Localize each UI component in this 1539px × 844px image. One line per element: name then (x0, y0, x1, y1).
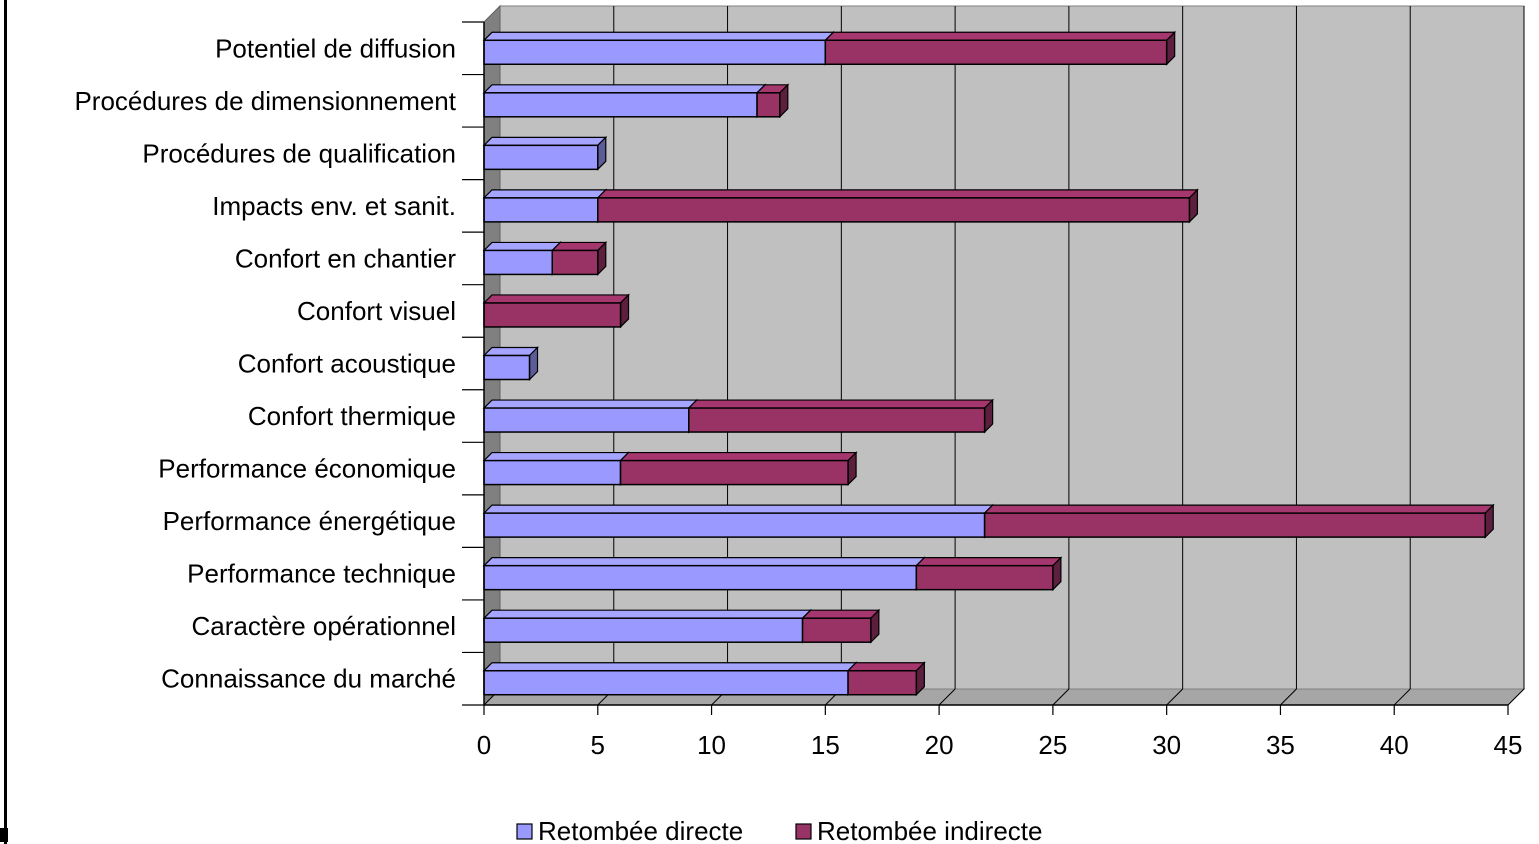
bar-retombee-indirecte (801, 617, 872, 643)
bar-retombee-indirecte (483, 302, 622, 328)
floor-gridline (938, 688, 956, 706)
category-label: Confort thermique (248, 401, 456, 431)
bar-retombee-indirecte (688, 407, 986, 433)
bar-retombee-indirecte (915, 564, 1054, 591)
axes: 0 5 10 15 20 25 30 35 40 45 Potentiel de diffusion… (74, 21, 1523, 760)
bar-top-face (823, 31, 1177, 41)
bar-top-face (482, 504, 995, 514)
bar-retombee-indirecte (619, 459, 849, 486)
bar-top-face (482, 609, 813, 619)
category-label: Performance énergétique (163, 506, 456, 536)
floor-gridline (1393, 688, 1411, 706)
category-label: Confort acoustique (238, 349, 456, 379)
bar-retombee-directe (483, 197, 599, 223)
x-tick-label: 40 (1380, 730, 1409, 760)
left-border-line (4, 0, 7, 844)
bar-retombee-directe (483, 617, 804, 643)
bar-retombee-directe (483, 512, 986, 538)
floor-gridline (1052, 688, 1070, 706)
bar-top-face (846, 662, 926, 672)
category-label: Impacts env. et sanit. (212, 191, 456, 221)
bar-top-face (550, 241, 608, 252)
bar-top-face (482, 662, 858, 672)
x-tick-label: 5 (591, 730, 605, 760)
x-tick-label: 20 (925, 730, 954, 760)
bar-top-face (983, 504, 1495, 514)
x-tick-label: 30 (1152, 730, 1181, 760)
x-tick-label: 45 (1494, 730, 1523, 760)
bar-top-face (482, 399, 699, 409)
bar-retombee-indirecte (597, 197, 1191, 223)
bars (482, 30, 1495, 697)
bar-retombee-indirecte (847, 669, 918, 696)
x-tick-label: 15 (811, 730, 840, 760)
legend-label: Retombée directe (538, 816, 743, 844)
bar-top-face (482, 84, 767, 94)
bar-retombee-directe (483, 249, 554, 276)
x-tick-label: 10 (697, 730, 726, 760)
category-label: Caractère opérationnel (192, 611, 457, 641)
x-tick-label: 35 (1266, 730, 1295, 760)
x-tick-label: 0 (477, 730, 491, 760)
bar-top-face (482, 189, 608, 199)
bar-top-face (914, 557, 1063, 567)
category-label: Procédures de dimensionnement (74, 86, 456, 116)
bar-retombee-directe (483, 144, 599, 171)
bar-top-face (482, 346, 539, 357)
bar-retombee-indirecte (551, 249, 599, 276)
category-label: Potentiel de diffusion (215, 33, 456, 63)
bar-retombee-directe (483, 407, 690, 433)
bar-top-face (482, 241, 562, 252)
bar-retombee-indirecte (824, 39, 1168, 66)
bar-top-face (482, 136, 608, 146)
bar-top-face (619, 451, 858, 462)
category-label: Performance économique (158, 454, 456, 484)
bar-retombee-directe (483, 92, 758, 118)
bar-retombee-directe (483, 354, 531, 381)
legend: Retombée directe Retombée indirecte (516, 816, 1042, 844)
bar-top-face (801, 609, 881, 619)
category-label: Confort visuel (297, 296, 456, 326)
legend-swatch (795, 823, 812, 840)
bar-top-face (482, 31, 835, 41)
bar-retombee-indirecte (983, 512, 1486, 538)
bar-top-face (482, 294, 630, 304)
bar-retombee-directe (483, 459, 622, 486)
category-label: Confort en chantier (235, 243, 456, 273)
legend-label: Retombée indirecte (817, 816, 1042, 844)
bar-top-face (482, 451, 630, 462)
legend-swatch (516, 823, 533, 840)
floor-gridline (1280, 688, 1297, 706)
bar-retombee-indirecte (756, 92, 781, 118)
bar-retombee-directe (483, 564, 918, 591)
floor-gridline (1166, 688, 1184, 706)
bar-top-face (482, 557, 926, 567)
x-tick-label: 25 (1038, 730, 1067, 760)
bar-top-face (687, 399, 995, 409)
category-label: Procédures de qualification (142, 138, 456, 168)
category-label: Connaissance du marché (161, 664, 456, 694)
bar-retombee-directe (483, 669, 849, 696)
floor-gridline (1507, 688, 1525, 706)
category-label: Performance technique (187, 559, 456, 589)
bar-top-face (596, 189, 1199, 199)
corner-mark (0, 828, 8, 842)
bar-retombee-directe (483, 39, 827, 66)
